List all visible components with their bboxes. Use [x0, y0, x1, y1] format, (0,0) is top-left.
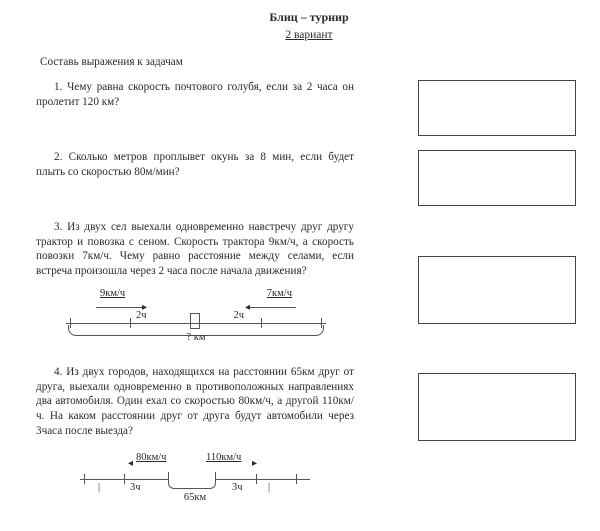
q3-body: 3. Из двух сел выехали одновременно навс…: [36, 220, 354, 279]
answer-box-1[interactable]: [418, 80, 576, 136]
instruction-text: Составь выражения к задачам: [40, 55, 582, 70]
d4-left-speed: 80км/ч: [136, 451, 166, 465]
answer-box-2[interactable]: [418, 150, 576, 206]
question-3-text: 3. Из двух сел выехали одновременно навс…: [36, 220, 366, 351]
d3-right-speed: 7км/ч: [267, 287, 292, 301]
d4-gap-icon: [168, 472, 216, 489]
q2-body: 2. Сколько метров проплывет окунь за 8 м…: [36, 150, 354, 180]
question-4-text: 4. Из двух городов, находящихся на расст…: [36, 365, 366, 507]
answer-box-3[interactable]: [418, 256, 576, 324]
q1-body: 1. Чему равна скорость почтового голубя,…: [36, 80, 354, 110]
question-row-1: 1. Чему равна скорость почтового голубя,…: [36, 80, 582, 136]
d3-distance: ? км: [66, 331, 326, 345]
worksheet-page: Блиц – турнир 2 вариант Составь выражени…: [0, 0, 600, 507]
page-title: Блиц – турнир: [36, 10, 582, 26]
d4-right-speed: 110км/ч: [206, 451, 241, 465]
d4-arrow-left-icon: ◂: [128, 457, 133, 470]
question-row-2: 2. Сколько метров проплывет окунь за 8 м…: [36, 150, 582, 206]
d4-distance: 65км: [80, 491, 310, 505]
variant-subtitle: 2 вариант: [36, 28, 582, 43]
d3-arrow-left-icon: ◂: [245, 301, 296, 315]
q4-body: 4. Из двух городов, находящихся на расст…: [36, 365, 354, 439]
d3-time-right: 2ч: [233, 309, 244, 323]
d3-left-speed: 9км/ч: [100, 287, 125, 301]
d3-axis-line: [66, 323, 326, 324]
diagram-3: 9км/ч ▸ 7км/ч ◂ 2ч 2ч ? км: [66, 285, 326, 349]
question-row-4: 4. Из двух городов, находящихся на расст…: [36, 365, 582, 507]
d4-arrow-right-icon: ▸: [252, 457, 257, 470]
diagram-4: 80км/ч ◂ 110км/ч ▸ 3ч 3ч | | 65км: [80, 445, 310, 507]
answer-box-4[interactable]: [418, 373, 576, 441]
d3-time-left: 2ч: [136, 309, 147, 323]
question-row-3: 3. Из двух сел выехали одновременно навс…: [36, 220, 582, 351]
question-2-text: 2. Сколько метров проплывет окунь за 8 м…: [36, 150, 366, 180]
question-1-text: 1. Чему равна скорость почтового голубя,…: [36, 80, 366, 110]
